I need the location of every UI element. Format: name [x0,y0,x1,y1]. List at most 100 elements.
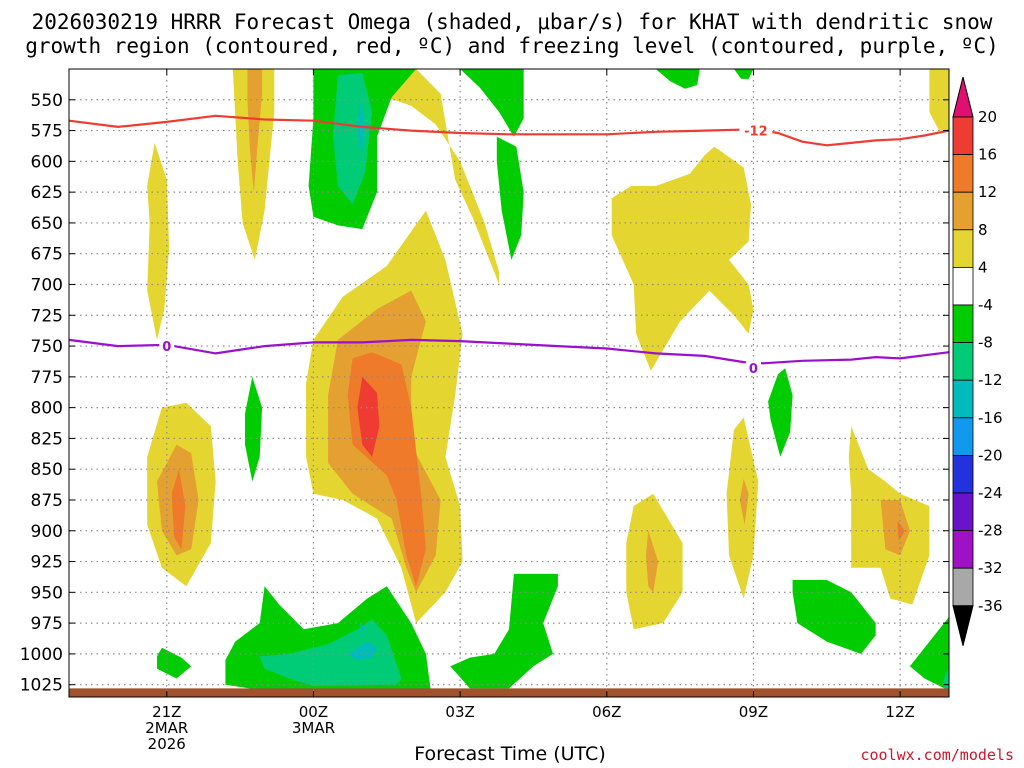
y-tick-label: 575 [31,122,63,142]
x-tick-label: 03Z [445,703,474,721]
y-tick-label: 550 [31,91,63,111]
contour-label-bg [745,361,761,376]
contour-label-0: 0 [749,362,758,377]
y-tick-label: 725 [31,306,63,326]
colorbar-label: -8 [978,334,993,352]
omega-region [655,69,700,89]
colorbar-label: 20 [978,108,997,126]
x-tick-label: 21Z [152,703,181,721]
ground-strip [69,688,949,697]
y-tick-label: 850 [31,460,63,480]
x-tick-label: 3MAR [292,719,335,737]
omega-region [768,368,793,457]
omega-region [792,580,876,654]
colorbar-label: -12 [978,371,1003,389]
contour-line-0 [68,338,950,365]
colorbar-segment [952,191,974,231]
y-tick-label: 950 [31,583,63,603]
y-tick-label: 600 [31,152,63,172]
omega-region [880,500,910,556]
contour-label-bg [739,123,773,138]
y-tick-label: 875 [31,491,63,511]
colorbar-label: 12 [978,183,997,201]
colorbar-segment [952,304,974,343]
gridlines [69,69,949,697]
colorbar-label: -4 [978,296,993,314]
y-tick-label: 750 [31,337,63,357]
chart-title-line2: growth region (contoured, red, ºC) and f… [25,34,999,58]
x-tick-label: 2MAR [145,719,188,737]
omega-region [362,69,500,285]
omega-region [733,69,754,79]
y-tick-label: 675 [31,245,63,265]
colorbar-label: -32 [978,559,1003,577]
omega-region [496,136,524,260]
contour-label-0: 0 [162,340,171,355]
colorbar-arrow-bottom [952,605,974,646]
colorbar-label: -36 [978,597,1003,615]
y-tick-label: 925 [31,553,63,573]
omega-region [333,72,373,205]
colorbar-segment [952,530,974,569]
x-tick-label: 06Z [592,703,621,721]
omega-region [739,479,749,525]
x-axis-label: Forecast Time (UTC) [414,743,606,765]
colorbar-label: 4 [978,258,988,276]
omega-region [450,573,558,689]
omega-region [359,623,365,636]
colorbar: 20 16 12 8 4 -4 -8 -12 -16 -20 -24 -28 -32 -36 [952,76,1003,646]
colorbar-segment [952,154,974,193]
omega-region [460,69,524,137]
axes: 550 575 600 625 650 675 700 725 750 775 800 825 850 8… [20,68,950,753]
plot-frame [68,68,950,698]
colorbar-segment [952,266,974,306]
contour-label-bg [159,339,175,354]
omega-region [611,146,754,371]
y-tick-label: 700 [31,275,63,295]
y-tick-label: 775 [31,368,63,388]
colorbar-segment [952,492,974,531]
colorbar-segment [952,417,974,456]
omega-region [157,647,192,679]
omega-region [245,376,263,482]
colorbar-label: -28 [978,522,1003,540]
temperature-contours: -12 0 0 [68,114,950,377]
y-tick-label: 650 [31,214,63,234]
colorbar-segment [952,379,974,419]
omega-region [259,619,402,686]
colorbar-label: -24 [978,484,1003,502]
y-tick-label: 1000 [20,645,63,665]
colorbar-label: -20 [978,446,1003,464]
y-tick-label: 1025 [20,676,63,696]
colorbar-arrow-top [952,76,974,118]
omega-region [347,641,377,661]
colorbar-segment [952,342,974,381]
colorbar-segment [952,116,974,155]
contour-line--12 [68,114,950,147]
y-tick-label: 825 [31,429,63,449]
colorbar-label: 8 [978,221,988,239]
x-tick-label: 2026 [148,735,186,753]
x-tick-label: 12Z [885,703,914,721]
colorbar-segment [952,567,974,607]
credit-link[interactable]: coolwx.com/models [860,746,1014,764]
omega-region [147,142,170,340]
colorbar-label: -16 [978,409,1003,427]
colorbar-segment [952,229,974,268]
omega-shading [147,69,949,691]
y-tick-label: 975 [31,614,63,634]
omega-region [909,617,949,691]
ground-surface [69,688,949,697]
colorbar-label: 16 [978,146,997,164]
contour-label--12: -12 [744,125,768,140]
y-tick-label: 625 [31,183,63,203]
chart-title-line1: 2026030219 HRRR Forecast Omega (shaded, … [31,10,993,34]
x-tick-label: 09Z [739,703,768,721]
y-tick-label: 900 [31,522,63,542]
omega-region [357,376,380,457]
colorbar-segment [952,454,974,494]
x-tick-label: 00Z [299,703,328,721]
y-tick-label: 800 [31,399,63,419]
omega-region [171,469,186,550]
